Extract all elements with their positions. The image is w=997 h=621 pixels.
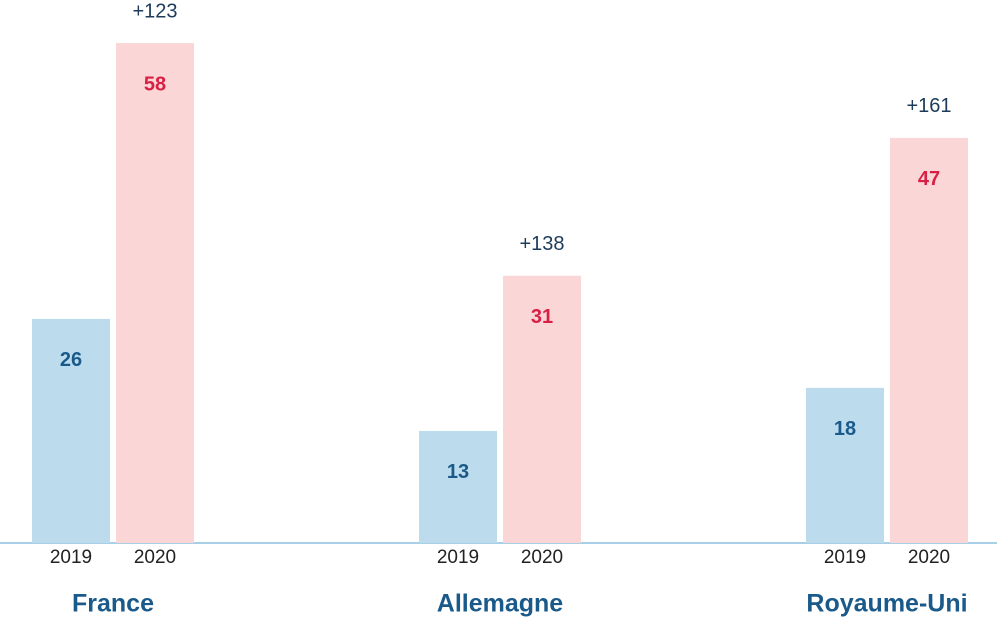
bar: [503, 275, 581, 543]
value-label: 13: [447, 461, 469, 483]
series-label: 2020: [521, 547, 563, 568]
bar: [806, 387, 884, 543]
annotation: +161: [906, 95, 951, 117]
value-label: 58: [144, 73, 166, 95]
category-label: France: [72, 590, 154, 618]
category-label: Royaume-Uni: [806, 590, 967, 618]
series-label: 2020: [134, 547, 176, 568]
bar: [890, 137, 968, 543]
bar: [419, 430, 497, 543]
bar: [116, 43, 194, 543]
series-label: 2019: [437, 547, 479, 568]
bar: [32, 318, 110, 543]
value-label: 18: [834, 418, 856, 440]
annotation: +138: [519, 233, 564, 255]
value-label: 31: [531, 306, 553, 328]
series-label: 2020: [908, 547, 950, 568]
series-label: 2019: [824, 547, 866, 568]
annotation: +123: [132, 0, 177, 22]
series-label: 2019: [50, 547, 92, 568]
category-label: Allemagne: [437, 590, 564, 618]
value-label: 47: [918, 168, 940, 190]
value-label: 26: [60, 349, 82, 371]
